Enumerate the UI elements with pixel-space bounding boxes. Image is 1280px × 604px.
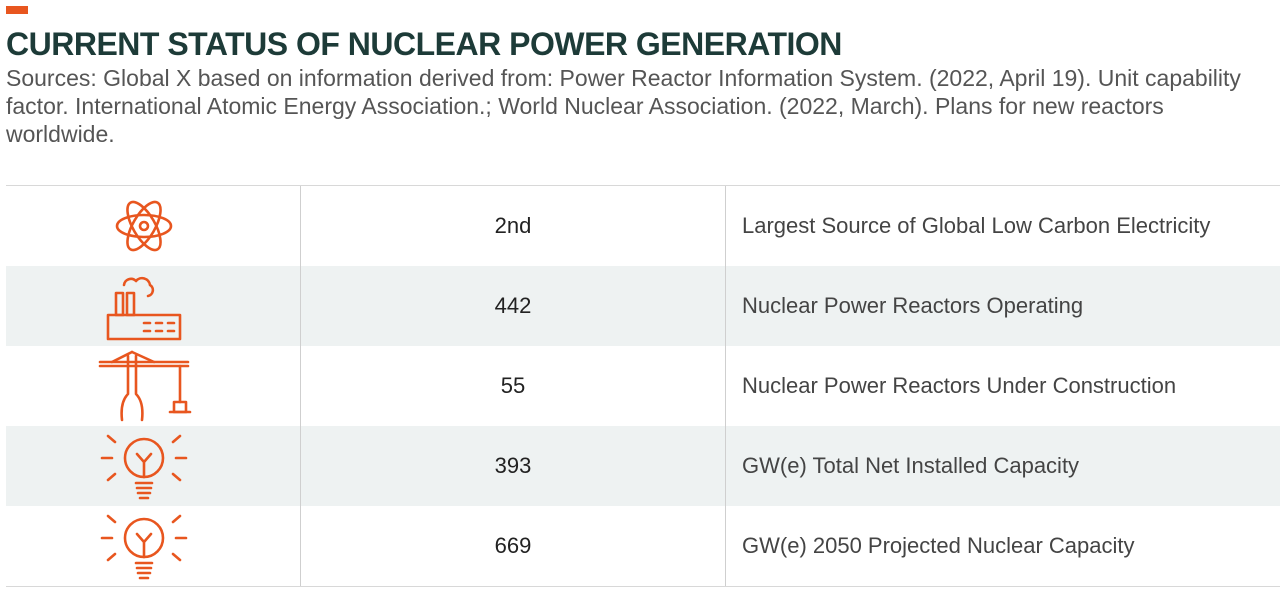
sources-note: Sources: Global X based on information d…	[6, 65, 1241, 147]
icon-cell	[6, 186, 301, 266]
description-cell: Nuclear Power Reactors Operating	[742, 293, 1084, 318]
value-cell: 442	[301, 266, 726, 346]
factory-icon	[106, 276, 182, 341]
icon-cell	[6, 266, 301, 346]
status-table: 2nd Largest Source of Global Low Carbon …	[6, 185, 1280, 587]
table-row: 55 Nuclear Power Reactors Under Construc…	[6, 346, 1280, 426]
table-row: 669 GW(e) 2050 Projected Nuclear Capacit…	[6, 506, 1280, 586]
value-cell: 2nd	[301, 186, 726, 266]
lightbulb-icon	[100, 514, 188, 580]
table-row: 2nd Largest Source of Global Low Carbon …	[6, 186, 1280, 266]
page-title: CURRENT STATUS OF NUCLEAR POWER GENERATI…	[6, 26, 842, 62]
description-cell: GW(e) 2050 Projected Nuclear Capacity	[742, 533, 1135, 558]
icon-cell	[6, 506, 301, 586]
lightbulb-icon	[100, 434, 188, 500]
crane-icon	[98, 350, 192, 422]
accent-bar	[6, 6, 28, 14]
description-cell: Largest Source of Global Low Carbon Elec…	[742, 213, 1211, 238]
value-cell: 55	[301, 346, 726, 426]
icon-cell	[6, 346, 301, 426]
table-row: 393 GW(e) Total Net Installed Capacity	[6, 426, 1280, 506]
description-cell: Nuclear Power Reactors Under Constructio…	[742, 373, 1177, 398]
description-cell: GW(e) Total Net Installed Capacity	[742, 453, 1080, 478]
table-row: 442 Nuclear Power Reactors Operating	[6, 266, 1280, 346]
value-cell: 669	[301, 506, 726, 586]
icon-cell	[6, 426, 301, 506]
value-cell: 393	[301, 426, 726, 506]
atom-icon	[115, 200, 173, 252]
